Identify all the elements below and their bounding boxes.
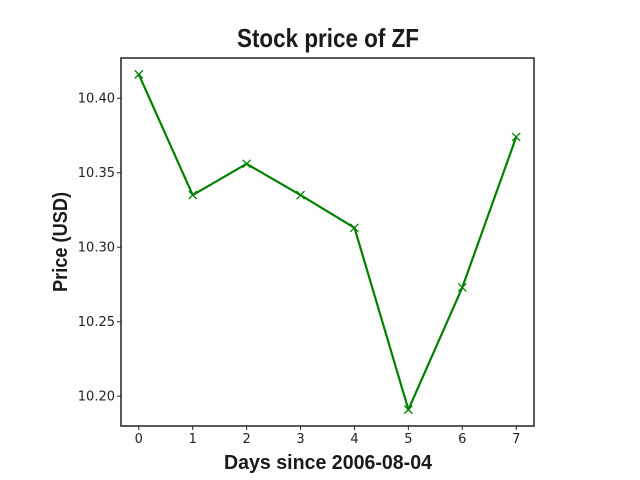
y-tick-label: 10.40 [78, 92, 115, 107]
y-tick-label: 10.30 [78, 241, 115, 256]
y-axis-label: Price (USD) [50, 192, 72, 292]
y-tick-label: 10.25 [78, 315, 115, 330]
chart-title: Stock price of ZF [237, 23, 419, 53]
x-tick-label: 7 [512, 432, 520, 447]
data-point-marker [296, 190, 306, 200]
series-line [137, 73, 518, 411]
x-tick-label: 2 [242, 432, 250, 447]
data-point-marker [403, 405, 413, 415]
x-tick-label: 4 [350, 432, 358, 447]
data-point-marker [457, 282, 467, 292]
y-tick-label: 10.20 [78, 390, 115, 405]
y-axis-ticks: 10.20 10.25 10.30 10.35 10.40 [78, 92, 121, 405]
x-tick-label: 0 [135, 432, 143, 447]
data-point-marker [511, 132, 521, 142]
x-tick-label: 5 [404, 432, 412, 447]
data-point-marker [349, 223, 359, 233]
data-point-marker [134, 69, 144, 79]
plot-area-frame [120, 57, 535, 427]
series-markers [134, 69, 521, 415]
x-tick-label: 6 [458, 432, 466, 447]
x-tick-label: 3 [296, 432, 304, 447]
x-tick-label: 1 [189, 432, 197, 447]
x-axis-ticks: 0 1 2 3 4 5 6 7 [135, 426, 520, 447]
data-point-marker [188, 190, 198, 200]
data-point-marker [242, 159, 252, 169]
y-tick-label: 10.35 [78, 166, 115, 181]
x-axis-label: Days since 2006-08-04 [224, 452, 433, 474]
